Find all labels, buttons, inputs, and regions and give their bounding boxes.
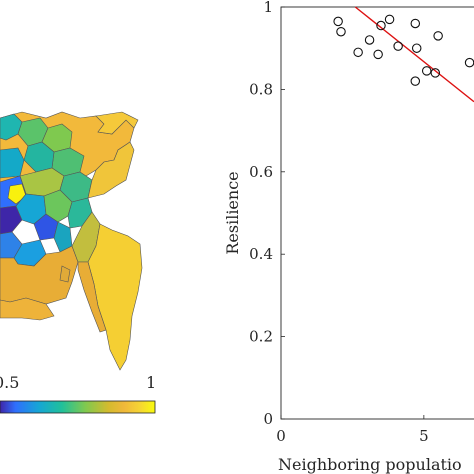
data-point — [430, 68, 441, 78]
x-tick-label: 0 — [276, 427, 286, 445]
y-tick-label: 1 — [263, 0, 273, 16]
data-point — [376, 20, 386, 31]
data-point — [353, 47, 363, 58]
y-tick-label: 0.4 — [249, 245, 273, 263]
data-point — [384, 14, 395, 25]
plot-area — [280, 6, 474, 420]
colorbar-tick-0.5: 0.5 — [0, 373, 19, 392]
map-region-mid-indigo — [0, 205, 23, 235]
data-point — [364, 35, 375, 45]
y-axis-label: Resilience — [223, 171, 242, 254]
data-point — [410, 76, 421, 86]
x-axis-label: Neighboring populatio — [278, 455, 462, 474]
map-region-northeast — [95, 111, 139, 135]
y-tick-label: 0 — [263, 410, 273, 428]
data-point — [373, 49, 383, 60]
data-point — [393, 41, 403, 51]
colorbar-gradient — [0, 401, 155, 413]
colorbar: 0.5 1 — [0, 373, 156, 414]
colorbar-border — [0, 400, 156, 414]
fit-line — [354, 6, 474, 103]
data-point — [421, 66, 432, 76]
map-region-south-teal2 — [53, 221, 73, 253]
data-point — [410, 18, 421, 29]
map-region-west-teal — [0, 147, 25, 179]
map-region-se-orange — [77, 261, 107, 333]
y-tick-label: 0.6 — [249, 163, 273, 181]
map-region-coast-island — [59, 265, 71, 283]
colorbar-tick-1: 1 — [146, 373, 156, 392]
data-point — [411, 43, 422, 53]
data-point — [333, 16, 343, 27]
x-tick-label: 5 — [419, 427, 429, 445]
data-point — [336, 26, 346, 37]
map-region-east-yellow — [87, 141, 135, 199]
y-axis: 0 0.2 0.4 0.6 0.8 1 — [249, 0, 285, 428]
y-tick-label: 0.2 — [249, 328, 273, 346]
map-region-coast-orange — [0, 297, 55, 321]
data-point — [433, 31, 443, 41]
map-panel — [0, 111, 143, 371]
y-tick-label: 0.8 — [249, 80, 273, 98]
